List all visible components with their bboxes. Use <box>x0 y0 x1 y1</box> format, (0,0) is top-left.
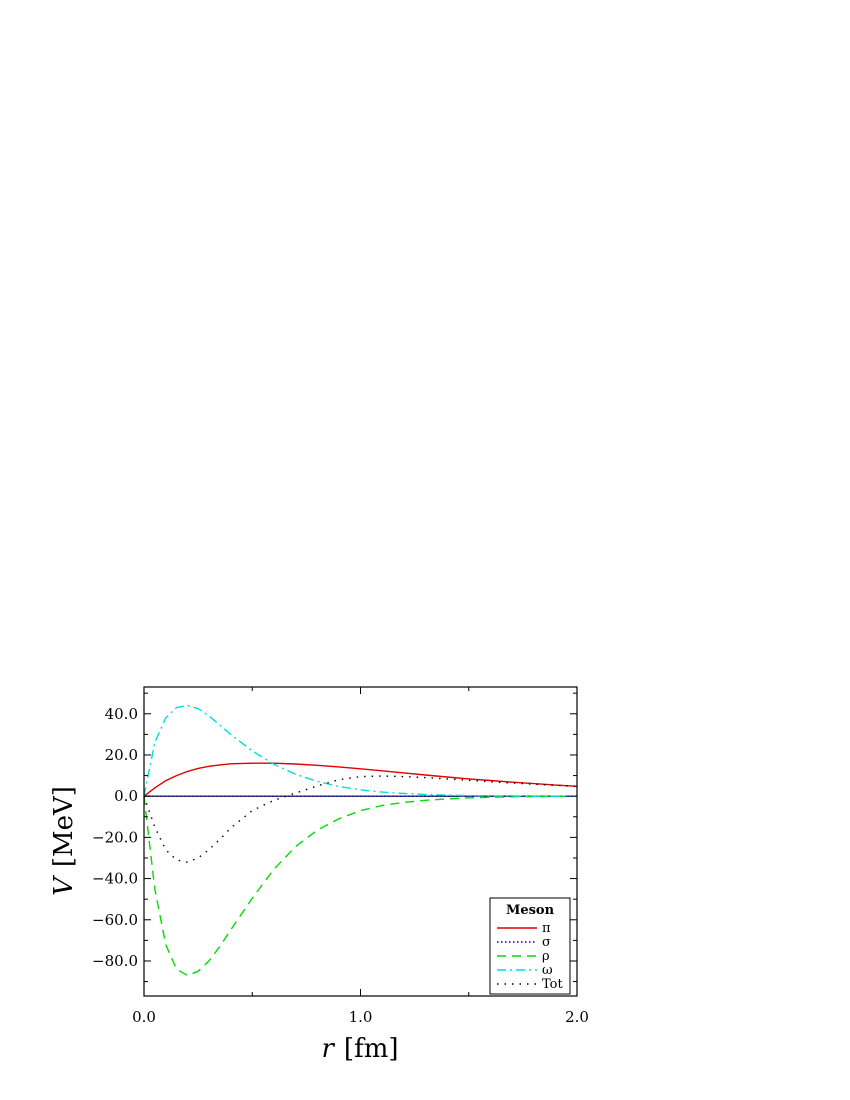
y-axis-label-unit: [MeV] <box>49 786 79 867</box>
legend-label-omega: ω <box>542 963 553 978</box>
y-tick-label: −80.0 <box>92 952 138 970</box>
legend-label-tot: Tot <box>542 977 563 992</box>
x-axis-label: r [fm] <box>321 1034 398 1064</box>
legend-label-sigma: σ <box>542 935 551 950</box>
y-tick-label: −60.0 <box>92 911 138 929</box>
y-axis-label: V [MeV] <box>49 786 79 896</box>
legend-title: Meson <box>506 903 555 918</box>
y-tick-label: 0.0 <box>114 787 138 805</box>
y-tick-label: −20.0 <box>92 828 138 846</box>
y-tick-label: 40.0 <box>105 705 138 723</box>
x-tick-label: 1.0 <box>349 1008 373 1026</box>
x-axis-label-unit: [fm] <box>344 1034 399 1064</box>
series-line-tot <box>143 775 578 863</box>
y-axis-label-var: V <box>49 875 79 896</box>
x-axis-label-var: r <box>321 1034 335 1064</box>
x-tick-label: 0.0 <box>132 1008 156 1026</box>
legend-box <box>489 897 571 995</box>
legend-label-pi: π <box>542 921 551 936</box>
series-line-pi <box>143 762 578 797</box>
y-tick-label: 20.0 <box>105 746 138 764</box>
legend-label-rho: ρ <box>542 949 550 964</box>
y-tick-label: −40.0 <box>92 870 138 888</box>
x-tick-label: 2.0 <box>565 1008 589 1026</box>
